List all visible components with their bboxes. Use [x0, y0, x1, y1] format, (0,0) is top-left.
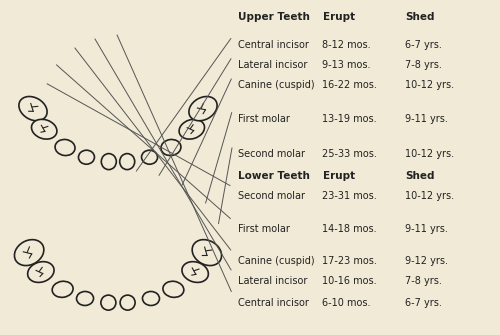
Text: 7-8 yrs.: 7-8 yrs. — [405, 276, 442, 286]
Ellipse shape — [28, 262, 54, 282]
Ellipse shape — [192, 240, 222, 266]
Text: 23-31 mos.: 23-31 mos. — [322, 191, 378, 201]
Ellipse shape — [189, 96, 217, 121]
Ellipse shape — [142, 291, 160, 306]
Ellipse shape — [142, 150, 158, 164]
Ellipse shape — [163, 281, 184, 297]
Text: 25-33 mos.: 25-33 mos. — [322, 149, 378, 159]
Text: First molar: First molar — [238, 224, 290, 234]
Text: 9-13 mos.: 9-13 mos. — [322, 60, 371, 70]
Ellipse shape — [102, 154, 116, 170]
Text: 6-10 mos.: 6-10 mos. — [322, 298, 371, 308]
Ellipse shape — [101, 295, 116, 310]
Text: 14-18 mos.: 14-18 mos. — [322, 224, 377, 234]
Text: Erupt: Erupt — [322, 171, 354, 181]
Text: Canine (cuspid): Canine (cuspid) — [238, 256, 314, 266]
Ellipse shape — [182, 262, 208, 282]
Text: 9-12 yrs.: 9-12 yrs. — [405, 256, 448, 266]
Text: Central incisor: Central incisor — [238, 40, 308, 50]
Text: 10-12 yrs.: 10-12 yrs. — [405, 149, 454, 159]
Ellipse shape — [161, 139, 181, 155]
Ellipse shape — [19, 96, 47, 121]
Text: 8-12 mos.: 8-12 mos. — [322, 40, 371, 50]
Text: 10-12 yrs.: 10-12 yrs. — [405, 191, 454, 201]
Ellipse shape — [14, 240, 44, 266]
Ellipse shape — [52, 281, 73, 297]
Ellipse shape — [76, 291, 94, 306]
Text: Erupt: Erupt — [322, 12, 354, 22]
Text: 6-7 yrs.: 6-7 yrs. — [405, 40, 442, 50]
Text: Shed: Shed — [405, 171, 434, 181]
Text: First molar: First molar — [238, 114, 290, 124]
Text: 9-11 yrs.: 9-11 yrs. — [405, 114, 448, 124]
Text: 13-19 mos.: 13-19 mos. — [322, 114, 377, 124]
Text: 9-11 yrs.: 9-11 yrs. — [405, 224, 448, 234]
Ellipse shape — [78, 150, 94, 164]
Text: 10-16 mos.: 10-16 mos. — [322, 276, 377, 286]
Text: Second molar: Second molar — [238, 191, 304, 201]
Text: 17-23 mos.: 17-23 mos. — [322, 256, 378, 266]
Text: Lower Teeth: Lower Teeth — [238, 171, 310, 181]
Text: Canine (cuspid): Canine (cuspid) — [238, 80, 314, 90]
Text: Second molar: Second molar — [238, 149, 304, 159]
Ellipse shape — [179, 119, 204, 139]
Text: Central incisor: Central incisor — [238, 298, 308, 308]
Text: Lateral incisor: Lateral incisor — [238, 60, 307, 70]
Text: Lateral incisor: Lateral incisor — [238, 276, 307, 286]
Ellipse shape — [120, 295, 135, 310]
Text: 10-12 yrs.: 10-12 yrs. — [405, 80, 454, 90]
Text: Upper Teeth: Upper Teeth — [238, 12, 310, 22]
Text: 6-7 yrs.: 6-7 yrs. — [405, 298, 442, 308]
Ellipse shape — [120, 154, 134, 170]
Ellipse shape — [32, 119, 57, 139]
Text: 16-22 mos.: 16-22 mos. — [322, 80, 378, 90]
Ellipse shape — [55, 139, 75, 155]
Text: Shed: Shed — [405, 12, 434, 22]
Text: 7-8 yrs.: 7-8 yrs. — [405, 60, 442, 70]
